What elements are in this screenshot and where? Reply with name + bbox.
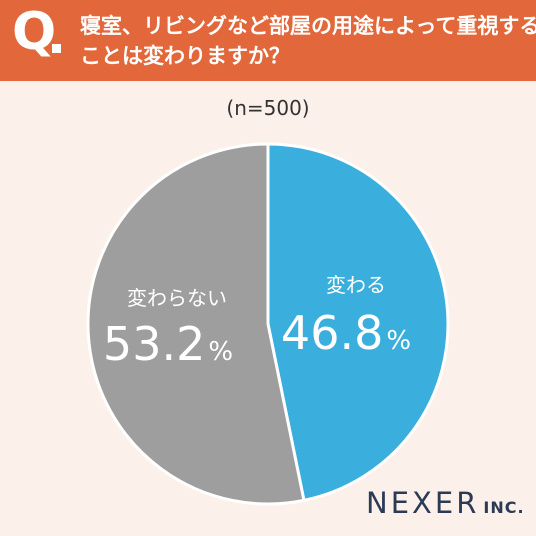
question-line-2: ことは変わりますか？ xyxy=(80,44,290,68)
question-text: 寝室、リビングなど部屋の用途によって重視する ことは変わりますか？ xyxy=(80,11,536,71)
slice-value-2: 53.2% xyxy=(103,317,233,371)
slice-label-1: 変わる xyxy=(326,273,386,297)
q-mark: Q xyxy=(12,2,57,62)
q-dot xyxy=(52,44,61,53)
question-header: Q 寝室、リビングなど部屋の用途によって重視する ことは変わりますか？ xyxy=(0,0,536,81)
pie-labels: 変わる 46.8 % 変わらない 53.2% xyxy=(103,273,411,371)
pie-slice-1 xyxy=(266,142,450,502)
question-line-1: 寝室、リビングなど部屋の用途によって重視する xyxy=(80,14,536,38)
slice-value-1: 46.8% xyxy=(281,306,411,360)
brand-suffix: INC. xyxy=(483,498,525,517)
sample-size-label: (n=500) xyxy=(226,96,310,120)
slice-label-2: 変わらない xyxy=(127,286,227,310)
pie-slices xyxy=(86,142,450,506)
nexer-logo: NEXER INC. xyxy=(366,489,525,518)
brand-name: NEXER xyxy=(366,486,480,520)
pie-slice-2 xyxy=(86,142,306,506)
